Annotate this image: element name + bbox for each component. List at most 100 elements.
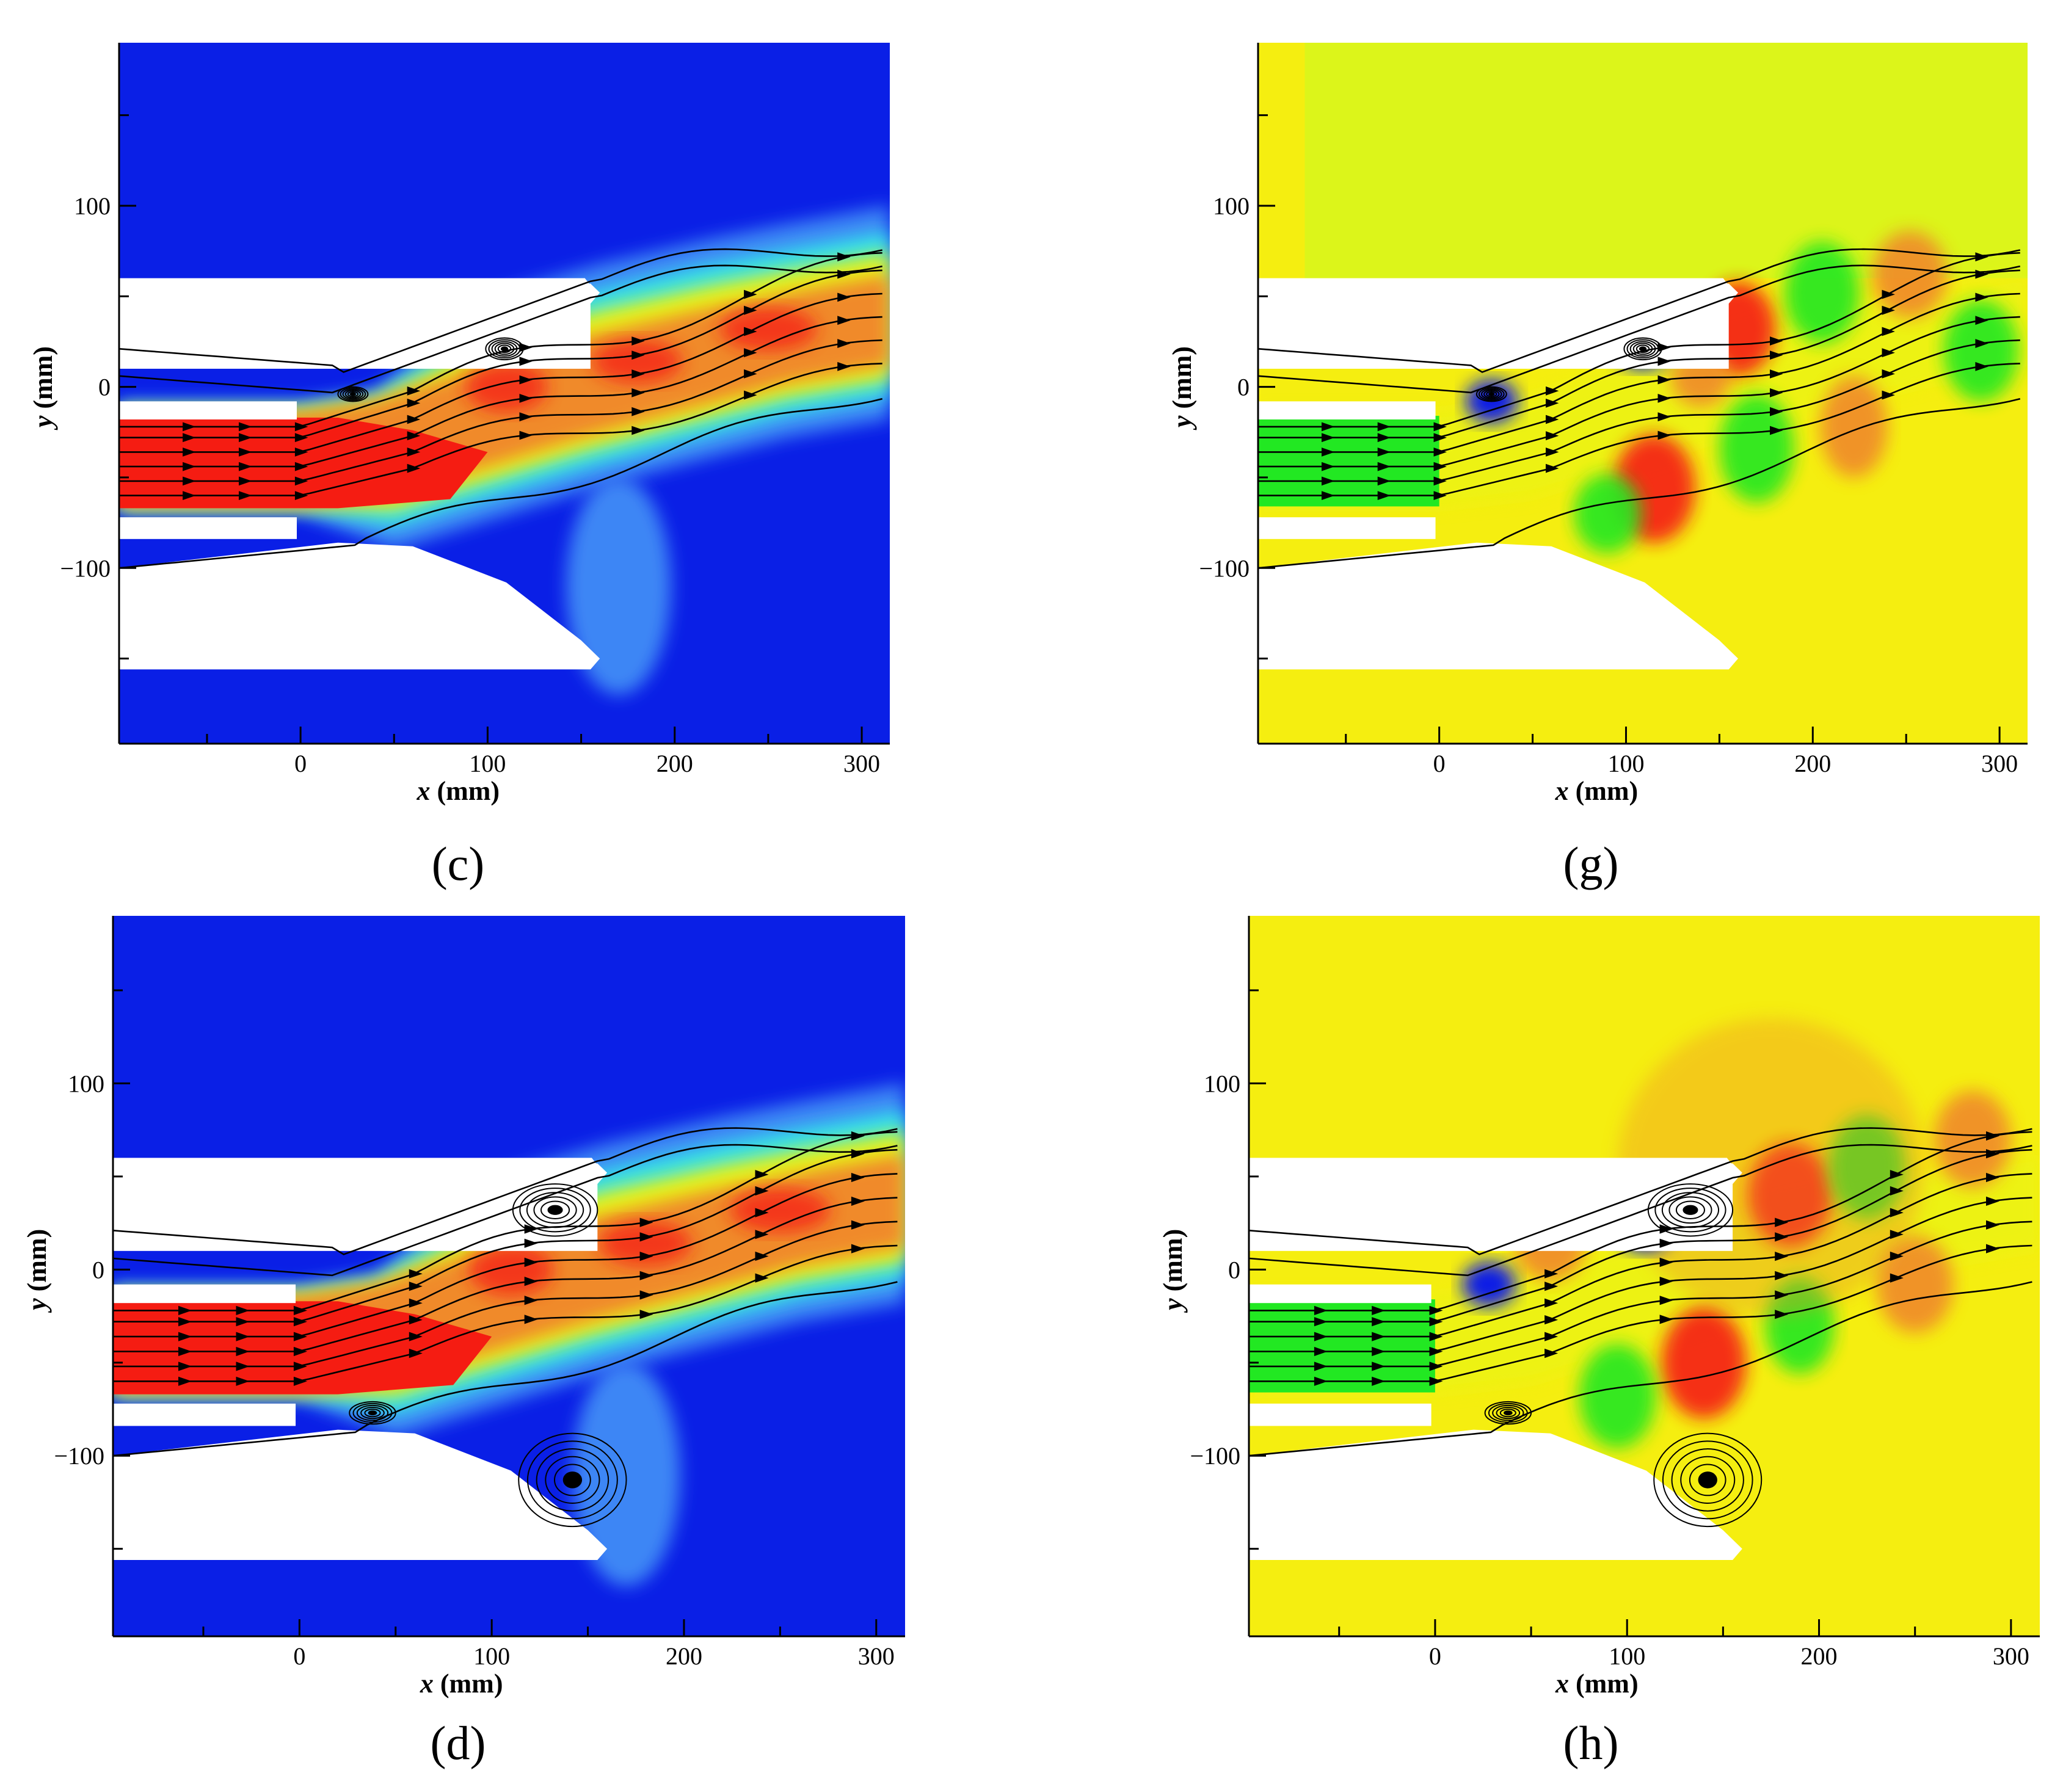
streamline-arrow [1433, 433, 1447, 443]
vortex-contour [1488, 392, 1495, 396]
lower-wall [1249, 1429, 1742, 1560]
streamline-arrow [294, 476, 308, 486]
streamline-arrow [178, 1317, 192, 1327]
streamline-arrow [1314, 1332, 1328, 1341]
vortex-contour [349, 1401, 396, 1425]
x-tick-label: 300 [843, 750, 880, 777]
streamline-arrow [409, 1332, 423, 1341]
x-tick-label: 0 [1429, 1642, 1441, 1670]
streamline-arrow [755, 1186, 769, 1196]
streamline-arrow [239, 462, 252, 471]
x-axis-title: x (mm) [416, 776, 500, 806]
streamlines [1258, 248, 2021, 569]
streamline-arrow [837, 316, 851, 325]
vortex-contour [344, 390, 362, 399]
streamline-arrow [851, 1131, 865, 1141]
streamline-arrow [1975, 339, 1988, 348]
streamline-arrow [1659, 1238, 1673, 1248]
vortex-contour [491, 341, 518, 357]
streamline-arrow [639, 1271, 653, 1280]
streamline-arrow [236, 1317, 250, 1327]
streamline-arrow [837, 361, 851, 371]
streamline-arrow [519, 375, 533, 385]
streamline-arrow [744, 327, 757, 336]
y-tick-label: 100 [68, 1070, 104, 1097]
streamline-arrow [1657, 394, 1671, 403]
vortex-contour [1629, 341, 1656, 357]
y-tick-label: −100 [1199, 554, 1250, 582]
streamline-arrow [1546, 386, 1559, 396]
vortex-contour [554, 1464, 591, 1496]
streamline-arrow [1890, 1230, 1904, 1239]
streamline [1258, 264, 2021, 394]
field-lobe [1785, 242, 1860, 344]
streamline-arrow [1890, 1251, 1904, 1261]
jet-red-blob [465, 361, 548, 413]
x-tick-label: 0 [1433, 750, 1446, 777]
caption-c: (c) [431, 837, 485, 890]
streamline-arrow [1322, 462, 1335, 471]
streamline-arrow [744, 369, 757, 379]
nozzle-upper-lip [119, 401, 297, 420]
vortex-contour [337, 386, 369, 402]
vortex-contour [1483, 390, 1500, 399]
streamline-arrow [1372, 1376, 1386, 1386]
x-tick-label: 200 [1794, 750, 1831, 777]
vortex-contour [368, 1410, 377, 1416]
streamline-arrow [1890, 1170, 1904, 1180]
streamline-arrow [1433, 491, 1447, 500]
streamlines [1249, 1127, 2032, 1528]
streamline-arrow [409, 1269, 423, 1279]
streamline-arrow [744, 348, 757, 358]
streamline-arrow [1986, 1172, 1999, 1183]
vortex-contour [500, 346, 509, 352]
lower-wall [119, 542, 600, 670]
streamline-arrow [1372, 1362, 1386, 1371]
streamline-arrow [178, 1362, 192, 1371]
streamline-arrow [1429, 1305, 1443, 1315]
y-axis-title: y (mm) [22, 1229, 52, 1313]
streamline-arrow [1372, 1305, 1386, 1315]
streamline-arrow [519, 357, 533, 366]
vortex-contour [1671, 1448, 1744, 1512]
streamline-arrow [1433, 422, 1447, 432]
streamline-arrow [1975, 361, 1988, 371]
streamline-arrow [409, 1298, 423, 1308]
streamline-arrow [1322, 491, 1335, 500]
vortex-contour [1478, 387, 1505, 401]
streamline-arrow [524, 1224, 538, 1234]
streamline [113, 1281, 898, 1457]
streamline-arrow [294, 448, 308, 457]
y-tick-label: 100 [1213, 192, 1250, 220]
vortex-contour [518, 1432, 627, 1528]
field-lobe [1719, 394, 1794, 503]
vortex-contour [1475, 386, 1507, 402]
streamline-arrow [1372, 1332, 1386, 1341]
streamline-arrow [1322, 433, 1335, 443]
vortex-contour [497, 344, 512, 354]
vortex-contour [1504, 1410, 1513, 1416]
streamline-arrow [293, 1332, 307, 1341]
lower-plume [566, 477, 671, 695]
streamline-arrow [639, 1310, 653, 1319]
upper-block-body [1249, 1163, 1733, 1251]
streamline-arrow [744, 390, 757, 400]
vortex-contour [1668, 1196, 1712, 1224]
contour-field [119, 43, 890, 744]
streamline-arrow [409, 1282, 423, 1291]
x-tick-label: 100 [469, 750, 506, 777]
streamline-arrow [1377, 433, 1391, 443]
streamline-arrow [519, 394, 533, 403]
vortex-contour [526, 1192, 584, 1228]
streamline-arrow [1314, 1376, 1328, 1386]
lower-wall [113, 1429, 608, 1560]
streamline-arrow [1770, 350, 1783, 360]
streamline-arrow [293, 1346, 307, 1357]
streamline-arrow [1429, 1346, 1443, 1357]
panel-d: 0 100 200 300 −100 0 100 x (mm) y (mm) [12, 898, 916, 1699]
streamline-arrow [1546, 415, 1559, 424]
vortex-contour [1680, 1456, 1736, 1504]
